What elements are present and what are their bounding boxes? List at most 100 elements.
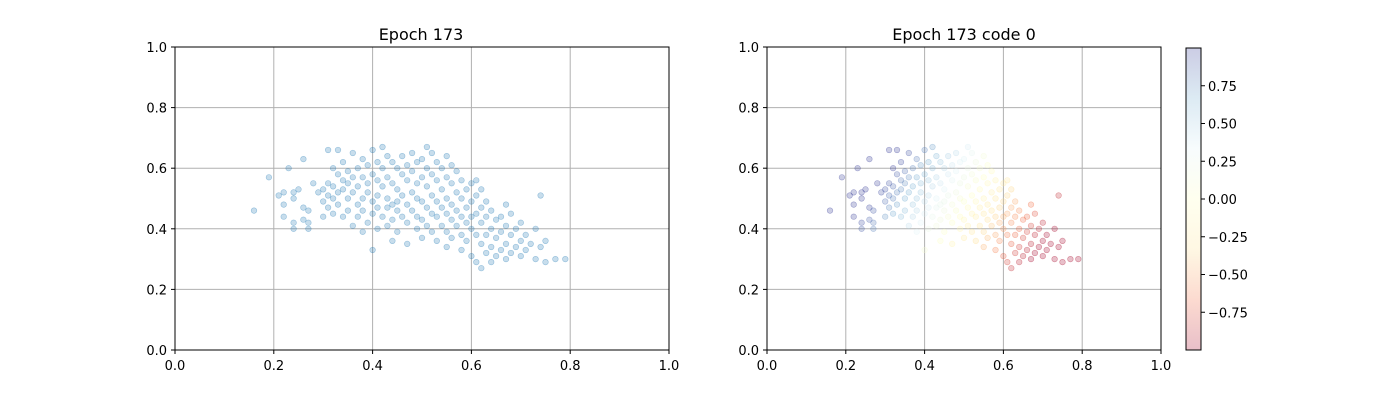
- data-point: [379, 183, 386, 190]
- data-point: [945, 171, 952, 178]
- data-point: [418, 174, 426, 181]
- data-point: [532, 256, 539, 263]
- data-point: [389, 159, 396, 166]
- data-point: [866, 216, 873, 223]
- data-point: [933, 153, 940, 160]
- data-point: [344, 207, 352, 214]
- data-point: [992, 213, 999, 220]
- data-point: [527, 240, 534, 247]
- data-point: [952, 149, 960, 157]
- data-point: [952, 189, 960, 196]
- data-point: [858, 225, 865, 232]
- data-point: [423, 143, 431, 151]
- data-point: [404, 177, 411, 184]
- data-point: [433, 198, 440, 205]
- data-point: [250, 207, 258, 214]
- data-point: [1023, 228, 1031, 235]
- data-point: [850, 213, 857, 220]
- data-point: [374, 177, 381, 184]
- data-point: [473, 231, 480, 238]
- data-point: [280, 201, 287, 208]
- data-point: [941, 186, 948, 193]
- data-point: [404, 219, 411, 226]
- data-point: [423, 222, 431, 229]
- data-point: [473, 177, 480, 184]
- data-point: [917, 189, 924, 196]
- data-point: [984, 216, 991, 223]
- data-point: [980, 195, 987, 202]
- data-point: [349, 189, 356, 196]
- data-point: [497, 213, 505, 220]
- data-point: [542, 259, 549, 266]
- data-point: [483, 231, 490, 238]
- data-point: [334, 146, 342, 154]
- data-point: [537, 192, 544, 199]
- data-point: [339, 159, 347, 166]
- data-point: [389, 216, 396, 223]
- data-point: [917, 162, 924, 169]
- data-point: [359, 156, 366, 163]
- data-point: [423, 183, 431, 190]
- data-point: [1019, 253, 1027, 260]
- data-point: [960, 174, 968, 181]
- data-point: [968, 171, 976, 178]
- x-axis: 0.0 0.2 0.4 0.6 0.8 1.0: [757, 350, 1171, 374]
- data-point: [468, 198, 475, 205]
- data-point: [488, 207, 495, 214]
- data-point: [542, 237, 549, 244]
- data-point: [300, 156, 307, 163]
- data-point: [384, 153, 391, 160]
- data-point: [972, 177, 979, 184]
- data-point: [1008, 219, 1015, 226]
- data-point: [913, 207, 920, 214]
- data-point: [980, 228, 987, 235]
- data-point: [310, 180, 317, 187]
- points: [250, 143, 569, 272]
- data-point: [1004, 210, 1011, 217]
- data-point: [980, 243, 987, 251]
- data-point: [364, 219, 371, 226]
- data-point: [290, 225, 297, 232]
- data-point: [364, 162, 371, 169]
- colorbar-tick-label: −0.25: [1208, 231, 1248, 246]
- data-point: [980, 210, 987, 217]
- data-point: [399, 192, 406, 199]
- data-point: [1000, 253, 1007, 260]
- colorbar-tick-label: −0.50: [1208, 269, 1248, 284]
- x-tick-label: 0.0: [165, 359, 186, 374]
- data-point: [443, 195, 450, 202]
- data-point: [359, 207, 366, 214]
- data-point: [1012, 231, 1019, 238]
- data-point: [901, 195, 909, 202]
- data-point: [389, 180, 396, 187]
- data-point: [497, 228, 505, 235]
- data-point: [1039, 219, 1046, 226]
- data-point: [423, 204, 431, 211]
- colorbar-tick-label: 0.50: [1208, 118, 1237, 133]
- data-point: [913, 228, 920, 235]
- data-point: [339, 186, 347, 193]
- data-point: [921, 246, 928, 254]
- y-tick-label: 1.0: [146, 41, 167, 56]
- data-point: [866, 204, 873, 211]
- plot-frame: [766, 46, 1162, 351]
- data-point: [929, 213, 936, 220]
- colorbar-tick-label: 0.25: [1208, 155, 1237, 170]
- data-point: [409, 149, 416, 157]
- y-tick-label: 0.0: [738, 344, 759, 359]
- data-point: [339, 213, 347, 220]
- data-point: [850, 189, 857, 196]
- data-point: [428, 149, 436, 157]
- data-point: [1004, 177, 1011, 184]
- data-point: [858, 219, 865, 226]
- data-point: [882, 198, 889, 205]
- points: [826, 143, 1082, 272]
- y-tick-label: 1.0: [738, 41, 759, 56]
- data-point: [458, 246, 465, 254]
- data-point: [972, 237, 979, 244]
- data-point: [1055, 243, 1062, 251]
- data-point: [493, 234, 500, 241]
- data-point: [320, 213, 327, 220]
- data-point: [330, 165, 337, 172]
- data-point: [976, 165, 983, 172]
